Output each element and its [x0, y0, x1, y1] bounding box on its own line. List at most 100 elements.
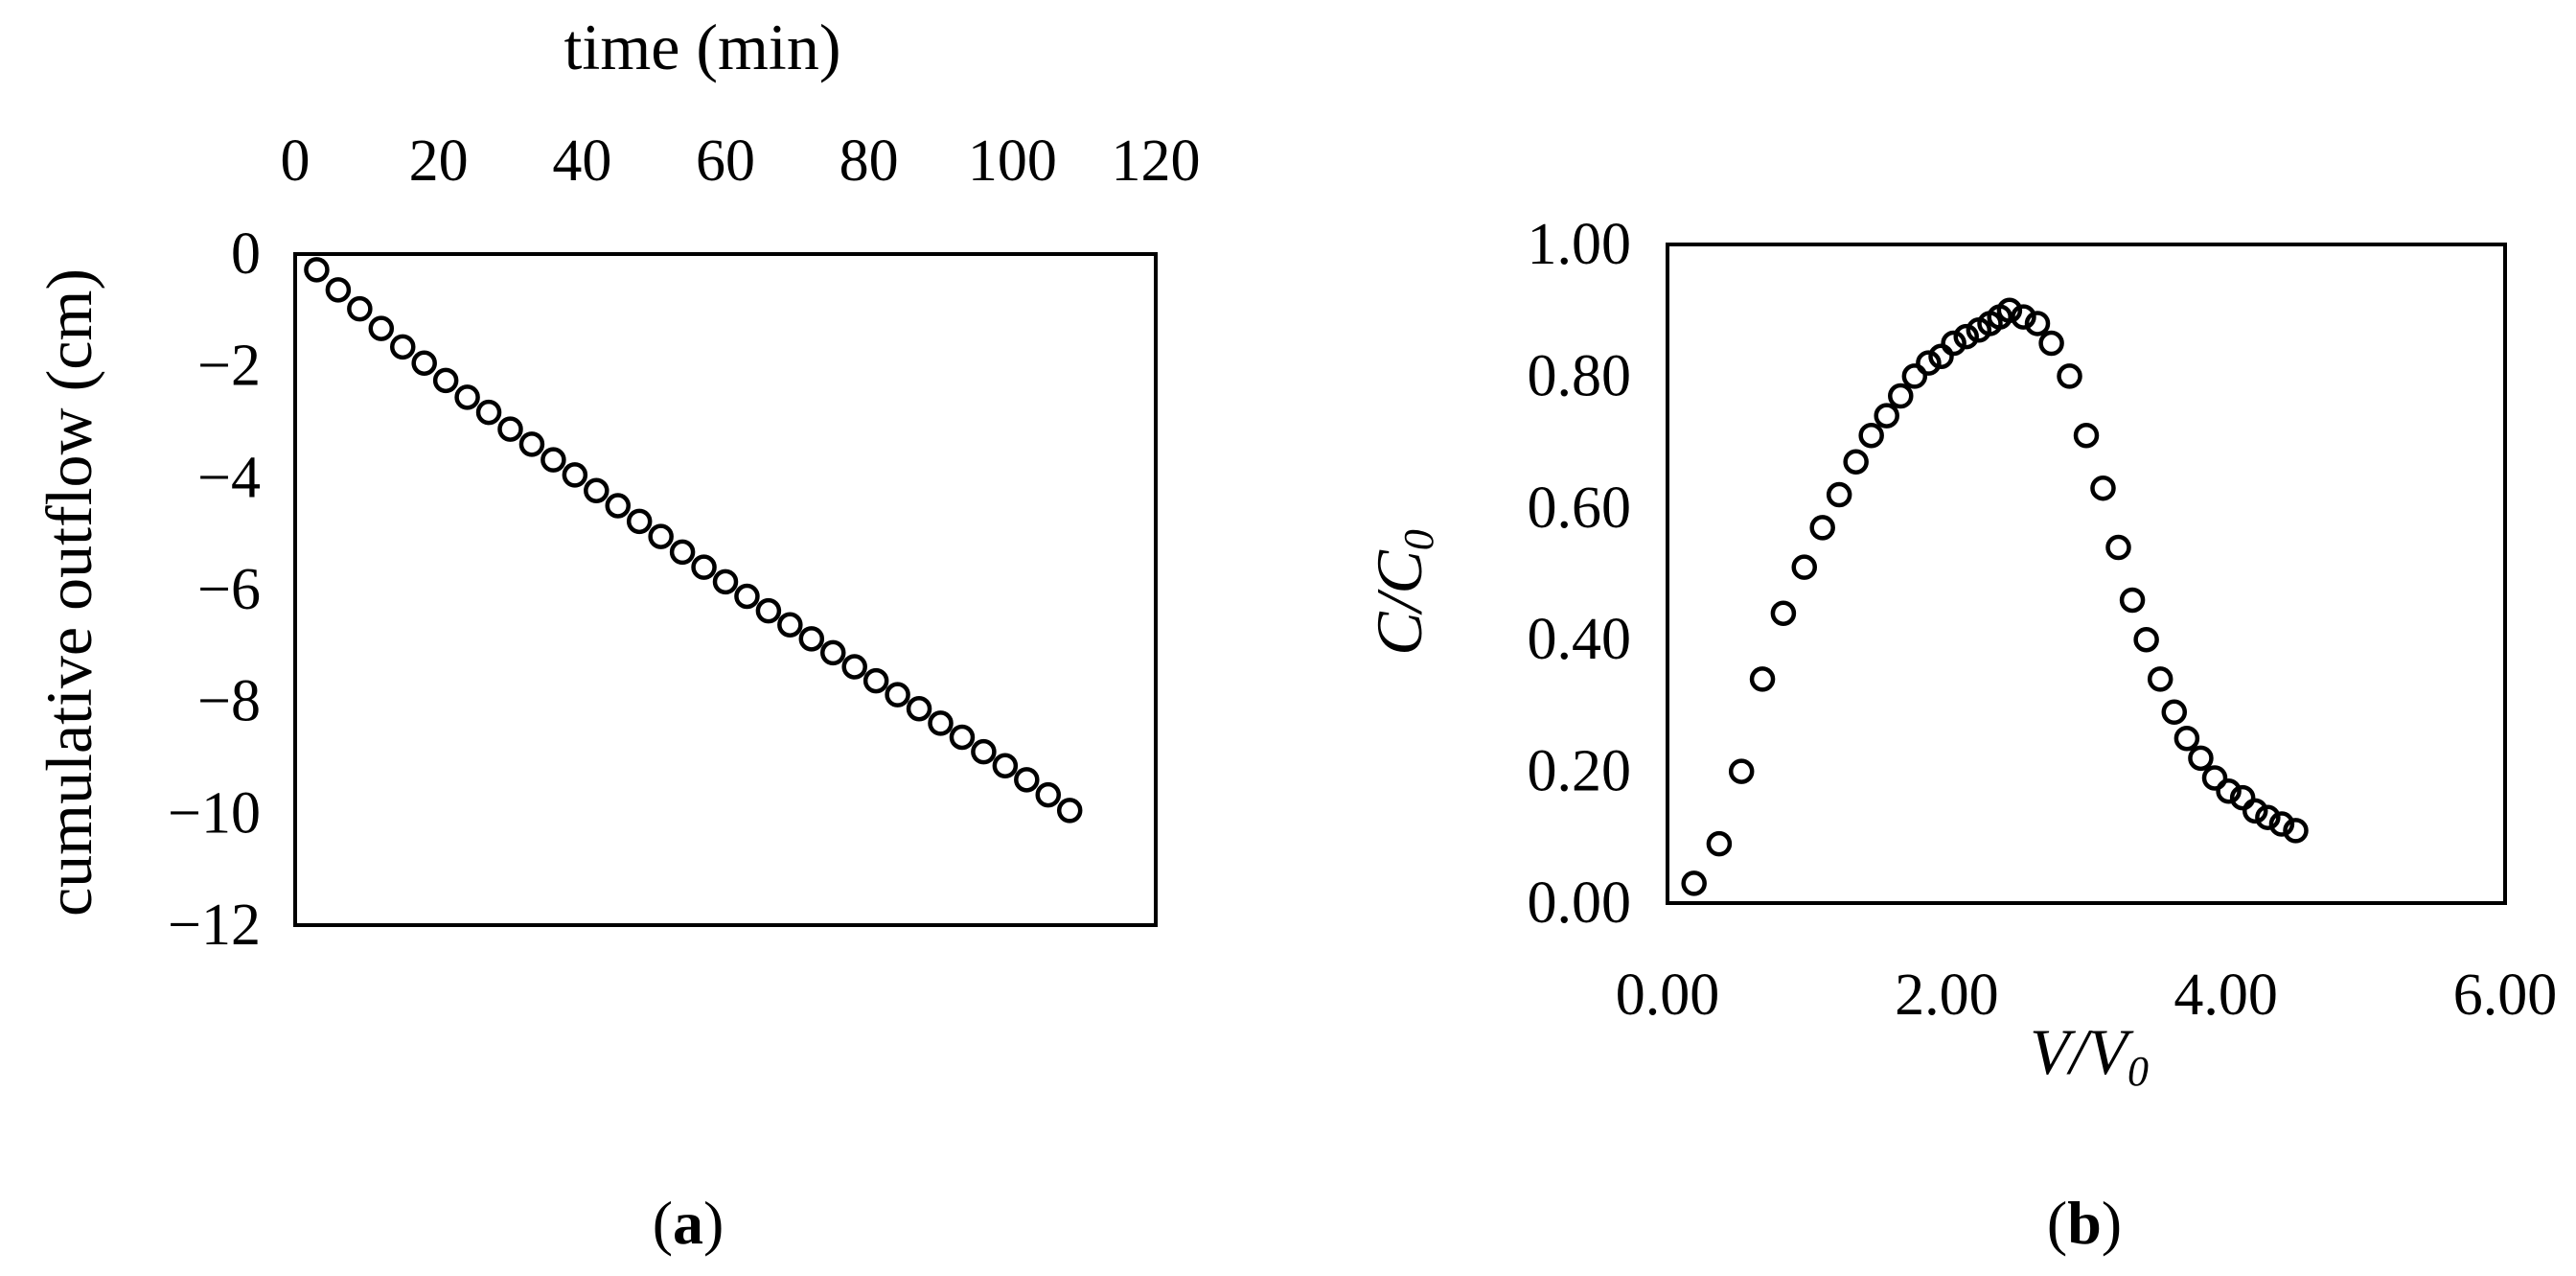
data-point-a	[304, 257, 330, 283]
data-point-b	[1874, 403, 1899, 429]
x-axis-label-b-sub: 0	[2128, 1048, 2149, 1095]
data-point-a	[777, 612, 803, 638]
data-point-a	[432, 367, 459, 394]
data-point-b	[2038, 330, 2064, 357]
x-tick-label-a: 120	[1112, 128, 1201, 194]
panel-label-a: (a)	[653, 1189, 724, 1257]
data-point-b	[1728, 758, 1755, 784]
data-point-a	[992, 753, 1019, 778]
panel-label-a-letter: a	[673, 1189, 703, 1257]
data-point-b	[2174, 726, 2200, 752]
data-point-a	[1035, 781, 1061, 808]
y-tick-label-a: −4	[197, 445, 261, 510]
data-point-a	[648, 523, 674, 549]
y-tick-label-b: 0.80	[1528, 343, 1632, 408]
data-point-a	[325, 277, 352, 303]
y-tick-label-a: −2	[197, 334, 261, 399]
data-point-a	[949, 724, 976, 751]
data-point-b	[1928, 343, 1954, 370]
data-point-b	[2216, 777, 2242, 804]
plot-frame-a	[293, 252, 1158, 927]
data-point-a	[885, 682, 910, 708]
data-point-a	[584, 477, 610, 503]
y-tick-label-a: −10	[168, 780, 261, 846]
x-tick-label-a: 0	[281, 128, 310, 194]
data-point-a	[626, 508, 653, 535]
chart-a: time (min) cumulative outflow (cm) 0 20 40…	[33, 11, 1201, 958]
data-point-b	[1770, 600, 1797, 626]
data-point-b	[2201, 765, 2228, 791]
chart-b: C/C0 V/V0 0.00 2.00 4.00 6.00 0.000.200.400…	[1363, 212, 2557, 1095]
data-point-a	[562, 462, 588, 488]
data-point-b	[1901, 363, 1928, 389]
panel-label-a-open: (	[653, 1189, 673, 1257]
y-tick-label-b: 1.00	[1528, 212, 1632, 277]
data-point-a	[906, 696, 932, 722]
x-tick-label-a: 100	[968, 128, 1057, 194]
x-tick-label-a: 80	[840, 128, 899, 194]
data-point-b	[2242, 798, 2268, 824]
data-point-b	[1843, 449, 1869, 475]
x-tick-label-a: 40	[552, 128, 611, 194]
data-point-b	[1888, 383, 1914, 409]
data-point-b	[1953, 323, 1979, 350]
x-tick-label-b: 0.00	[1616, 963, 1720, 1028]
x-tick-label-a: 20	[409, 128, 469, 194]
x-tick-label-b: 2.00	[1895, 963, 1999, 1028]
data-point-a	[755, 597, 782, 624]
data-point-a	[669, 539, 696, 566]
data-point-a	[497, 416, 523, 442]
data-point-a	[605, 493, 631, 519]
data-point-b	[1681, 870, 1707, 896]
data-point-b	[1809, 515, 1835, 541]
y-axis-label-b-main: C/C	[1363, 550, 1436, 656]
panel-label-b-close: )	[2102, 1189, 2122, 1257]
panel-label-b-open: (	[2047, 1189, 2067, 1257]
data-point-a	[862, 667, 889, 694]
data-point-a	[820, 639, 846, 666]
data-point-b	[1858, 422, 1884, 449]
data-point-b	[2283, 818, 2309, 844]
y-tick-label-a: −6	[197, 557, 261, 622]
data-point-b	[2024, 311, 2051, 336]
data-point-a	[798, 626, 825, 652]
x-axis-label-b: V/V0	[2030, 1015, 2149, 1095]
y-tick-label-b: 0.40	[1528, 607, 1632, 672]
data-point-a	[928, 710, 954, 736]
data-point-b	[2188, 745, 2214, 772]
y-tick-label-a: −12	[168, 893, 261, 958]
x-tick-label-b: 6.00	[2453, 963, 2558, 1028]
y-axis-label-b: C/C0	[1363, 529, 1442, 656]
data-point-a	[368, 315, 395, 341]
y-axis-label-b-sub: 0	[1395, 529, 1442, 550]
y-tick-label-a: 0	[231, 221, 261, 287]
panel-label-b: (b)	[2047, 1189, 2122, 1257]
data-point-b	[1749, 666, 1776, 692]
y-tick-label-b: 0.60	[1528, 476, 1632, 541]
data-point-b	[1826, 481, 1852, 508]
y-tick-label-b: 0.20	[1528, 739, 1632, 804]
x-axis-label-a: time (min)	[564, 11, 841, 83]
data-point-a	[540, 447, 566, 473]
y-axis-label-a: cumulative outflow (cm)	[33, 268, 105, 916]
data-point-a	[1056, 798, 1083, 824]
data-point-b	[2011, 304, 2036, 330]
y-tick-label-a: −8	[197, 669, 261, 734]
data-point-b	[2073, 422, 2100, 449]
data-point-b	[1791, 554, 1818, 580]
panel-label-a-close: )	[703, 1189, 724, 1257]
data-point-b	[2119, 587, 2146, 614]
x-tick-label-a: 60	[696, 128, 755, 194]
data-point-b	[1916, 350, 1942, 376]
data-point-b	[2268, 811, 2295, 837]
data-point-b	[2057, 363, 2082, 389]
data-point-b	[2255, 804, 2281, 830]
data-point-b	[2133, 626, 2159, 653]
data-point-b	[2090, 475, 2116, 501]
data-point-a	[518, 431, 545, 457]
data-point-b	[2105, 534, 2131, 561]
data-point-b	[1996, 297, 2023, 323]
x-axis-label-b-main: V/V	[2030, 1015, 2134, 1088]
data-point-b	[1706, 830, 1733, 857]
